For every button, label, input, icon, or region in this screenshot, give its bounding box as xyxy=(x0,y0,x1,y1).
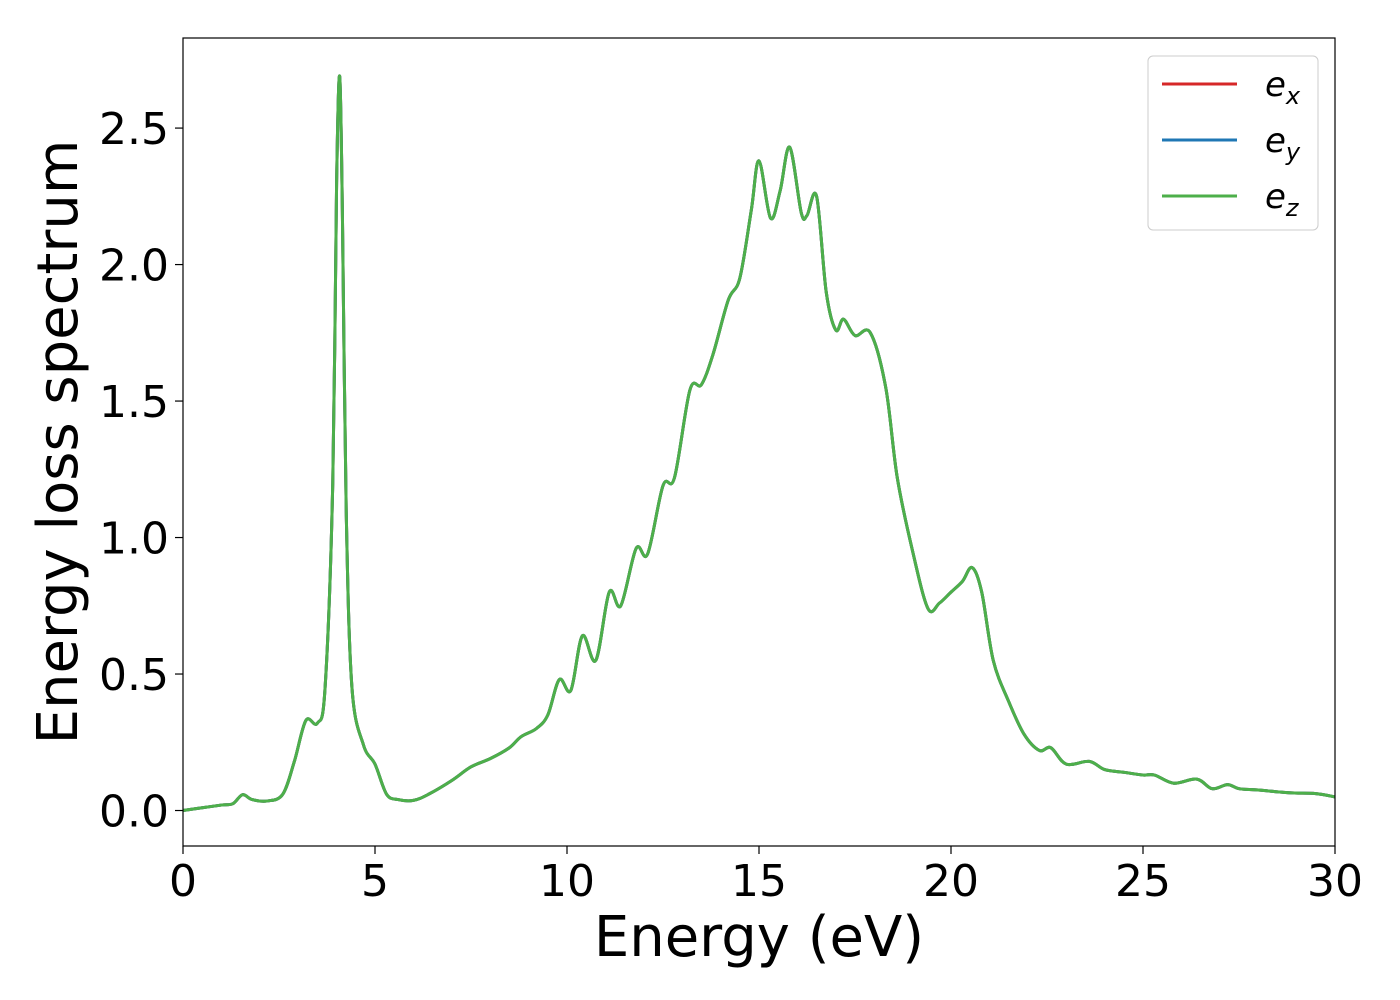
legend-label-y: ey xyxy=(1265,121,1301,166)
x-tick-label: 10 xyxy=(539,856,595,907)
x-tick-label: 30 xyxy=(1307,856,1363,907)
x-axis-label: Energy (eV) xyxy=(594,905,924,970)
series-layer xyxy=(182,74,1336,812)
y-axis-label: Energy loss spectrum xyxy=(26,140,91,745)
x-tick-label: 5 xyxy=(361,856,389,907)
y-tick-label: 2.5 xyxy=(99,104,169,155)
legend-label-x: ex xyxy=(1265,65,1301,110)
legend-label-z: ez xyxy=(1265,177,1300,222)
series-line-z xyxy=(182,74,1336,812)
y-tick-label: 2.0 xyxy=(99,241,169,292)
x-tick-label: 20 xyxy=(923,856,979,907)
legend-box xyxy=(1147,55,1319,231)
x-tick-label: 25 xyxy=(1115,856,1171,907)
y-tick-label: 1.0 xyxy=(99,514,169,565)
x-tick-label: 0 xyxy=(169,856,197,907)
legend: ex ey ez xyxy=(1147,55,1319,231)
y-tick-label: 0.5 xyxy=(99,650,169,701)
y-axis: 0.0 0.5 1.0 1.5 2.0 2.5 xyxy=(99,104,183,838)
y-tick-label: 1.5 xyxy=(99,377,169,428)
y-tick-label: 0.0 xyxy=(99,787,169,838)
x-axis: 0 5 10 15 20 25 30 xyxy=(169,846,1363,907)
x-tick-label: 15 xyxy=(731,856,787,907)
